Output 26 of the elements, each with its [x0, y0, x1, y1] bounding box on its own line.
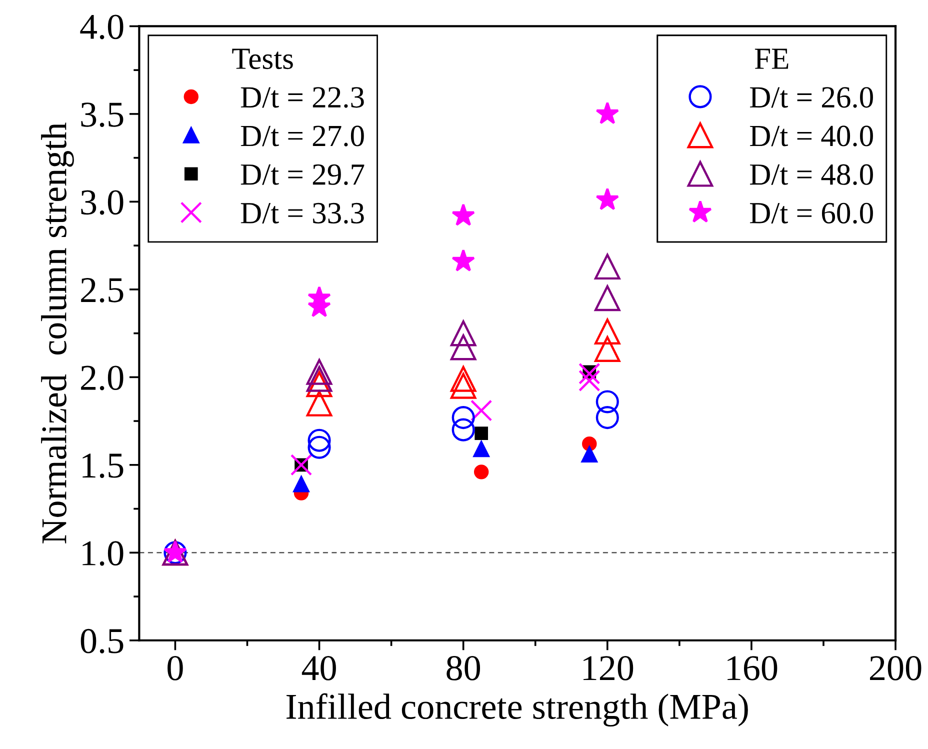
legend-label: D/t = 60.0 [750, 202, 873, 224]
y-tick-label: 2.0 [81, 366, 124, 390]
legend-label: D/t = 29.7 [240, 164, 364, 186]
y-tick-label: 3.0 [81, 190, 124, 215]
y-axis-title: Normalized column strength [41, 122, 74, 544]
y-tick-label: 0.5 [80, 628, 124, 654]
y-tick-label: 3.5 [81, 102, 124, 127]
x-tick-label: 120 [583, 656, 634, 680]
y-tick-label: 2.5 [81, 278, 124, 302]
text: Tests [232, 48, 293, 70]
y-tick-label: 4.0 [80, 14, 124, 40]
legend-label: D/t = 40.0 [750, 126, 873, 146]
y-tick-label: 1.0 [82, 541, 124, 566]
legend-label: D/t = 33.3 [240, 202, 364, 224]
y-tick-label: 1.5 [82, 454, 124, 478]
legend-label: D/t = 27.0 [240, 126, 364, 146]
x-tick-label: 0 [168, 656, 183, 680]
legend-label: D/t = 22.3 [240, 87, 364, 108]
x-tick-label: 80 [446, 656, 480, 680]
x-tick-label: 160 [728, 656, 778, 680]
x-axis-title: Infilled concrete strength (MPa) [286, 693, 748, 726]
legend-label: D/t = 48.0 [750, 164, 873, 186]
x-tick-label: 40 [302, 656, 336, 680]
legend-label: D/t = 26.0 [750, 87, 873, 108]
x-tick-label: 200 [870, 656, 922, 680]
text: FE [754, 48, 788, 69]
